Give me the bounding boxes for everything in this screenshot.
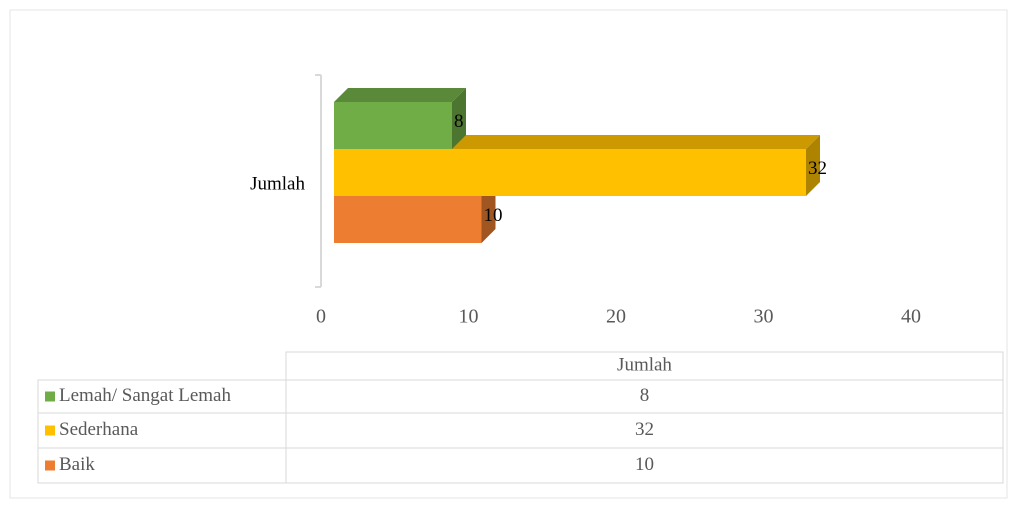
x-tick-label: 0 [316, 306, 326, 328]
bar-top [334, 88, 466, 102]
bar-side [806, 135, 820, 196]
table-value: 10 [635, 454, 654, 475]
legend-key [45, 391, 55, 402]
data-label: 10 [484, 205, 503, 226]
x-tick-label: 30 [754, 306, 774, 328]
bar-front [334, 102, 452, 149]
data-label: 32 [808, 158, 827, 179]
chart-frame [9, 9, 1008, 499]
x-tick-label: 40 [901, 306, 921, 328]
table-value: 32 [635, 419, 654, 440]
table-value-cell [285, 447, 1004, 484]
category-label: Jumlah [250, 173, 305, 194]
x-tick-label: 10 [459, 306, 479, 328]
legend-key [45, 460, 55, 471]
x-tick-label: 20 [606, 306, 626, 328]
bar [334, 88, 466, 149]
bar-side [481, 182, 496, 243]
bar-side [452, 88, 466, 149]
legend-label: Lemah/ Sangat Lemah [59, 385, 231, 406]
data-label: 8 [454, 111, 464, 132]
bar-front [334, 149, 806, 196]
table-header: Jumlah [617, 354, 672, 375]
legend-label: Baik [59, 454, 95, 475]
bar-front [334, 196, 482, 243]
table-value: 8 [640, 385, 650, 406]
legend-label: Sederhana [59, 419, 139, 440]
legend-key [45, 425, 55, 436]
